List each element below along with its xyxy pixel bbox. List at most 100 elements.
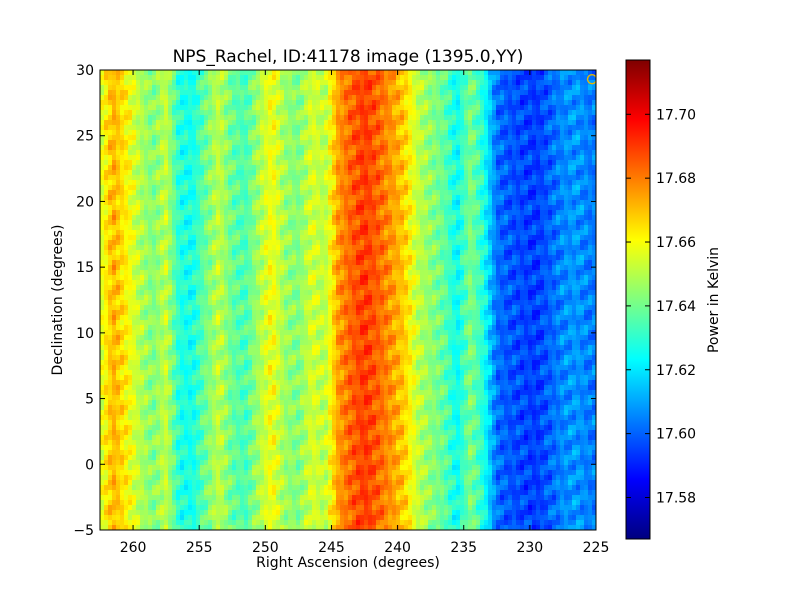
heatmap-cell [208, 125, 213, 131]
heatmap-cell [280, 375, 285, 381]
heatmap-cell [192, 110, 197, 116]
heatmap-cell [120, 445, 125, 451]
heatmap-cell [212, 115, 217, 121]
heatmap-cell [296, 140, 301, 146]
heatmap-cell [260, 405, 265, 411]
heatmap-cell [192, 105, 197, 111]
heatmap-cell [200, 185, 205, 191]
heatmap-cell [264, 210, 269, 216]
heatmap-cell [240, 135, 245, 141]
heatmap-cell [108, 375, 113, 381]
heatmap-cell [272, 470, 277, 476]
heatmap-cell [200, 145, 205, 151]
heatmap-cell [272, 520, 277, 526]
heatmap-cell [128, 335, 133, 341]
heatmap-cell [244, 100, 249, 106]
heatmap-cell [144, 315, 149, 321]
heatmap-cell [304, 80, 309, 86]
heatmap-cell [236, 125, 241, 131]
heatmap-cell [176, 515, 181, 521]
heatmap-cell [244, 265, 249, 271]
heatmap-cell [132, 415, 137, 421]
heatmap-cell [164, 425, 169, 431]
heatmap-cell [280, 435, 285, 441]
heatmap-cell [100, 415, 105, 421]
heatmap-cell [236, 190, 241, 196]
heatmap-cell [280, 380, 285, 386]
heatmap-cell [292, 350, 297, 356]
heatmap-cell [300, 125, 305, 131]
heatmap-cell [292, 420, 297, 426]
heatmap-cell [296, 445, 301, 451]
heatmap-cell [140, 195, 145, 201]
heatmap-cell [312, 520, 317, 526]
heatmap-cell [120, 350, 125, 356]
heatmap-cell [168, 95, 173, 101]
heatmap-cell [292, 450, 297, 456]
heatmap-cell [144, 235, 149, 241]
heatmap-cell [160, 200, 165, 206]
heatmap-cell [200, 105, 205, 111]
heatmap-cell [152, 455, 157, 461]
heatmap-cell [260, 400, 265, 406]
heatmap-cell [248, 275, 253, 281]
heatmap-cell [284, 415, 289, 421]
heatmap-cell [300, 360, 305, 366]
heatmap-cell [260, 470, 265, 476]
heatmap-cell [124, 375, 129, 381]
heatmap-cell [196, 265, 201, 271]
heatmap-cell [128, 210, 133, 216]
heatmap-cell [136, 390, 141, 396]
heatmap-cell [136, 280, 141, 286]
heatmap-cell [168, 515, 173, 521]
heatmap-cell [108, 495, 113, 501]
heatmap-cell [164, 145, 169, 151]
heatmap-cell [188, 285, 193, 291]
heatmap-cell [204, 105, 209, 111]
heatmap-cell [216, 295, 221, 301]
heatmap-cell [284, 410, 289, 416]
heatmap-cell [280, 110, 285, 116]
heatmap-cell [184, 280, 189, 286]
heatmap-cell [220, 285, 225, 291]
heatmap-cell [196, 150, 201, 156]
heatmap-cell [296, 270, 301, 276]
heatmap-cell [268, 75, 273, 81]
heatmap-cell [304, 145, 309, 151]
heatmap-cell [120, 435, 125, 441]
heatmap-cell [284, 450, 289, 456]
heatmap-cell [116, 160, 121, 166]
heatmap-cell [196, 185, 201, 191]
heatmap-cell [156, 445, 161, 451]
heatmap-cell [312, 385, 317, 391]
heatmap-cell [208, 510, 213, 516]
heatmap-cell [172, 330, 177, 336]
heatmap-cell [216, 220, 221, 226]
heatmap-cell [288, 515, 293, 521]
heatmap-cell [268, 185, 273, 191]
heatmap-cell [212, 100, 217, 106]
heatmap-cell [264, 495, 269, 501]
heatmap-cell [312, 120, 317, 126]
heatmap-cell [192, 350, 197, 356]
heatmap-cell [220, 220, 225, 226]
heatmap-cell [208, 525, 213, 530]
heatmap-cell [300, 330, 305, 336]
heatmap-cell [120, 510, 125, 516]
heatmap-cell [144, 340, 149, 346]
heatmap-cell [188, 460, 193, 466]
heatmap-cell [172, 180, 177, 186]
heatmap-cell [252, 355, 257, 361]
heatmap-cell [240, 260, 245, 266]
heatmap-cell [200, 415, 205, 421]
heatmap-cell [116, 425, 121, 431]
heatmap-cell [124, 210, 129, 216]
heatmap-cell [208, 235, 213, 241]
heatmap-cell [136, 335, 141, 341]
heatmap-cell [100, 340, 105, 346]
heatmap-cell [160, 155, 165, 161]
heatmap-cell [136, 490, 141, 496]
heatmap-cell [300, 320, 305, 326]
heatmap-cell [248, 75, 253, 81]
heatmap-cell [172, 125, 177, 131]
